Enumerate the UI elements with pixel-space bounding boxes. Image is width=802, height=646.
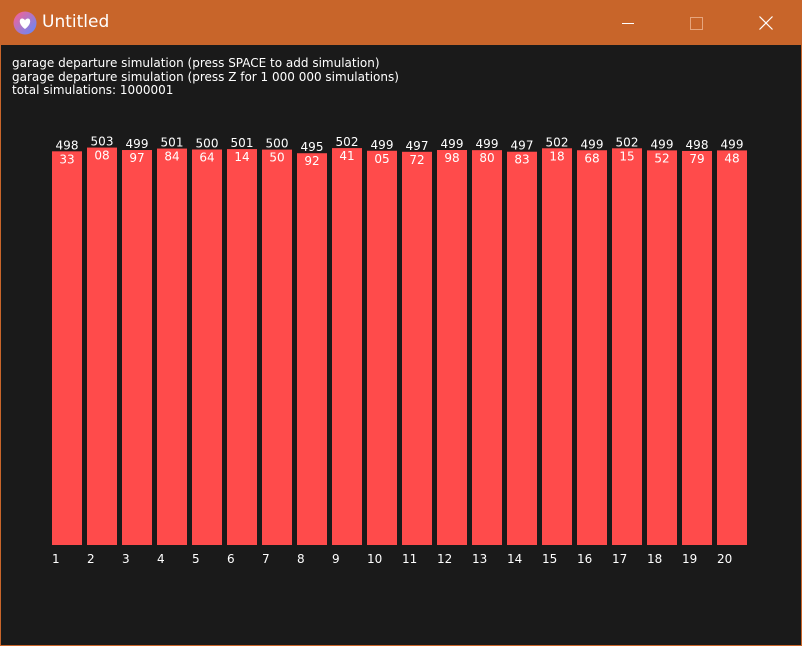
x-tick-label-13: 13 — [472, 552, 487, 566]
bar-label-inner-5: 64 — [199, 150, 214, 164]
simulation-bar-chart: 4983315030824999735018445006455011465005… — [52, 135, 747, 566]
bar-label-inner-12: 98 — [444, 151, 459, 165]
info-line-z: garage departure simulation (press Z for… — [12, 69, 399, 84]
bar-label-top-1: 498 — [56, 138, 79, 152]
bar-label-top-11: 497 — [406, 139, 429, 153]
bar-label-inner-13: 80 — [479, 151, 494, 165]
bar-10 — [367, 150, 397, 546]
x-tick-label-15: 15 — [542, 552, 557, 566]
bar-14 — [507, 151, 537, 545]
x-tick-label-3: 3 — [122, 552, 130, 566]
bar-1 — [52, 151, 82, 545]
bar-label-top-10: 499 — [371, 138, 394, 152]
minimize-button[interactable] — [605, 1, 651, 45]
bar-13 — [472, 150, 502, 545]
bar-label-inner-7: 50 — [269, 151, 284, 165]
bar-label-inner-14: 83 — [514, 153, 529, 167]
bar-label-top-15: 502 — [546, 135, 569, 149]
bar-label-inner-10: 05 — [374, 152, 389, 166]
x-tick-label-20: 20 — [717, 552, 732, 566]
maximize-icon — [690, 17, 703, 30]
bar-label-inner-17: 15 — [619, 149, 634, 163]
x-tick-label-9: 9 — [332, 552, 340, 566]
bar-label-top-2: 503 — [91, 135, 114, 149]
bar-20 — [717, 150, 747, 545]
bar-label-top-19: 498 — [686, 138, 709, 152]
maximize-button[interactable] — [673, 1, 719, 45]
bar-19 — [682, 150, 712, 545]
bar-label-inner-2: 08 — [94, 149, 109, 163]
heart-app-icon — [13, 11, 37, 35]
bar-label-inner-16: 68 — [584, 151, 599, 165]
x-tick-label-5: 5 — [192, 552, 200, 566]
close-button[interactable] — [743, 1, 789, 45]
total-simulations: total simulations: 1000001 — [12, 83, 174, 97]
bar-label-top-9: 502 — [336, 135, 359, 149]
bar-label-top-4: 501 — [161, 136, 184, 150]
x-tick-label-10: 10 — [367, 552, 382, 566]
bar-4 — [157, 148, 187, 546]
x-tick-label-11: 11 — [402, 552, 417, 566]
info-line-space: garage departure simulation (press SPACE… — [12, 56, 380, 70]
bar-label-inner-11: 72 — [409, 153, 424, 167]
bar-6 — [227, 149, 257, 545]
x-tick-label-14: 14 — [507, 552, 522, 566]
x-tick-label-6: 6 — [227, 552, 235, 566]
bar-label-inner-15: 18 — [549, 149, 564, 163]
bar-label-inner-8: 92 — [304, 154, 319, 168]
x-tick-label-18: 18 — [647, 552, 662, 566]
bar-label-inner-4: 84 — [164, 150, 179, 164]
bar-label-inner-6: 14 — [234, 150, 249, 164]
minimize-icon — [622, 23, 634, 24]
bar-label-top-6: 501 — [231, 136, 254, 150]
bar-label-top-18: 499 — [651, 137, 674, 151]
bar-16 — [577, 150, 607, 545]
x-tick-label-2: 2 — [87, 552, 95, 566]
bar-label-top-20: 499 — [721, 137, 744, 151]
bar-label-top-5: 500 — [196, 136, 219, 150]
bar-7 — [262, 149, 292, 545]
bar-label-inner-1: 33 — [59, 152, 74, 166]
x-tick-label-17: 17 — [612, 552, 627, 566]
bar-label-inner-20: 48 — [724, 151, 739, 165]
x-tick-label-16: 16 — [577, 552, 592, 566]
x-tick-label-12: 12 — [437, 552, 452, 566]
x-tick-label-4: 4 — [157, 552, 165, 566]
info-text: garage departure simulation (press SPACE… — [12, 56, 399, 98]
bar-11 — [402, 151, 432, 545]
bar-label-top-3: 499 — [126, 137, 149, 151]
bar-15 — [542, 148, 572, 545]
x-tick-label-19: 19 — [682, 552, 697, 566]
bar-label-inner-18: 52 — [654, 151, 669, 165]
bar-9 — [332, 148, 362, 545]
bar-12 — [437, 150, 467, 545]
bar-2 — [87, 147, 117, 545]
bar-label-inner-19: 79 — [689, 152, 704, 166]
bar-17 — [612, 148, 642, 545]
bar-18 — [647, 150, 677, 545]
bar-label-inner-3: 97 — [129, 151, 144, 165]
bar-5 — [192, 149, 222, 546]
x-tick-label-7: 7 — [262, 552, 270, 566]
x-tick-label-8: 8 — [297, 552, 305, 566]
bar-label-top-8: 495 — [301, 140, 324, 154]
bar-label-top-13: 499 — [476, 137, 499, 151]
close-icon — [759, 16, 773, 30]
bar-3 — [122, 150, 152, 546]
title-bar[interactable]: Untitled — [1, 1, 801, 45]
bar-label-inner-9: 41 — [339, 149, 354, 163]
bar-label-top-12: 499 — [441, 137, 464, 151]
bar-label-top-14: 497 — [511, 139, 534, 153]
bar-label-top-17: 502 — [616, 135, 639, 149]
bar-label-top-7: 500 — [266, 137, 289, 151]
window-title: Untitled — [42, 12, 110, 32]
bar-8 — [297, 153, 327, 545]
x-tick-label-1: 1 — [52, 552, 60, 566]
bar-label-top-16: 499 — [581, 137, 604, 151]
